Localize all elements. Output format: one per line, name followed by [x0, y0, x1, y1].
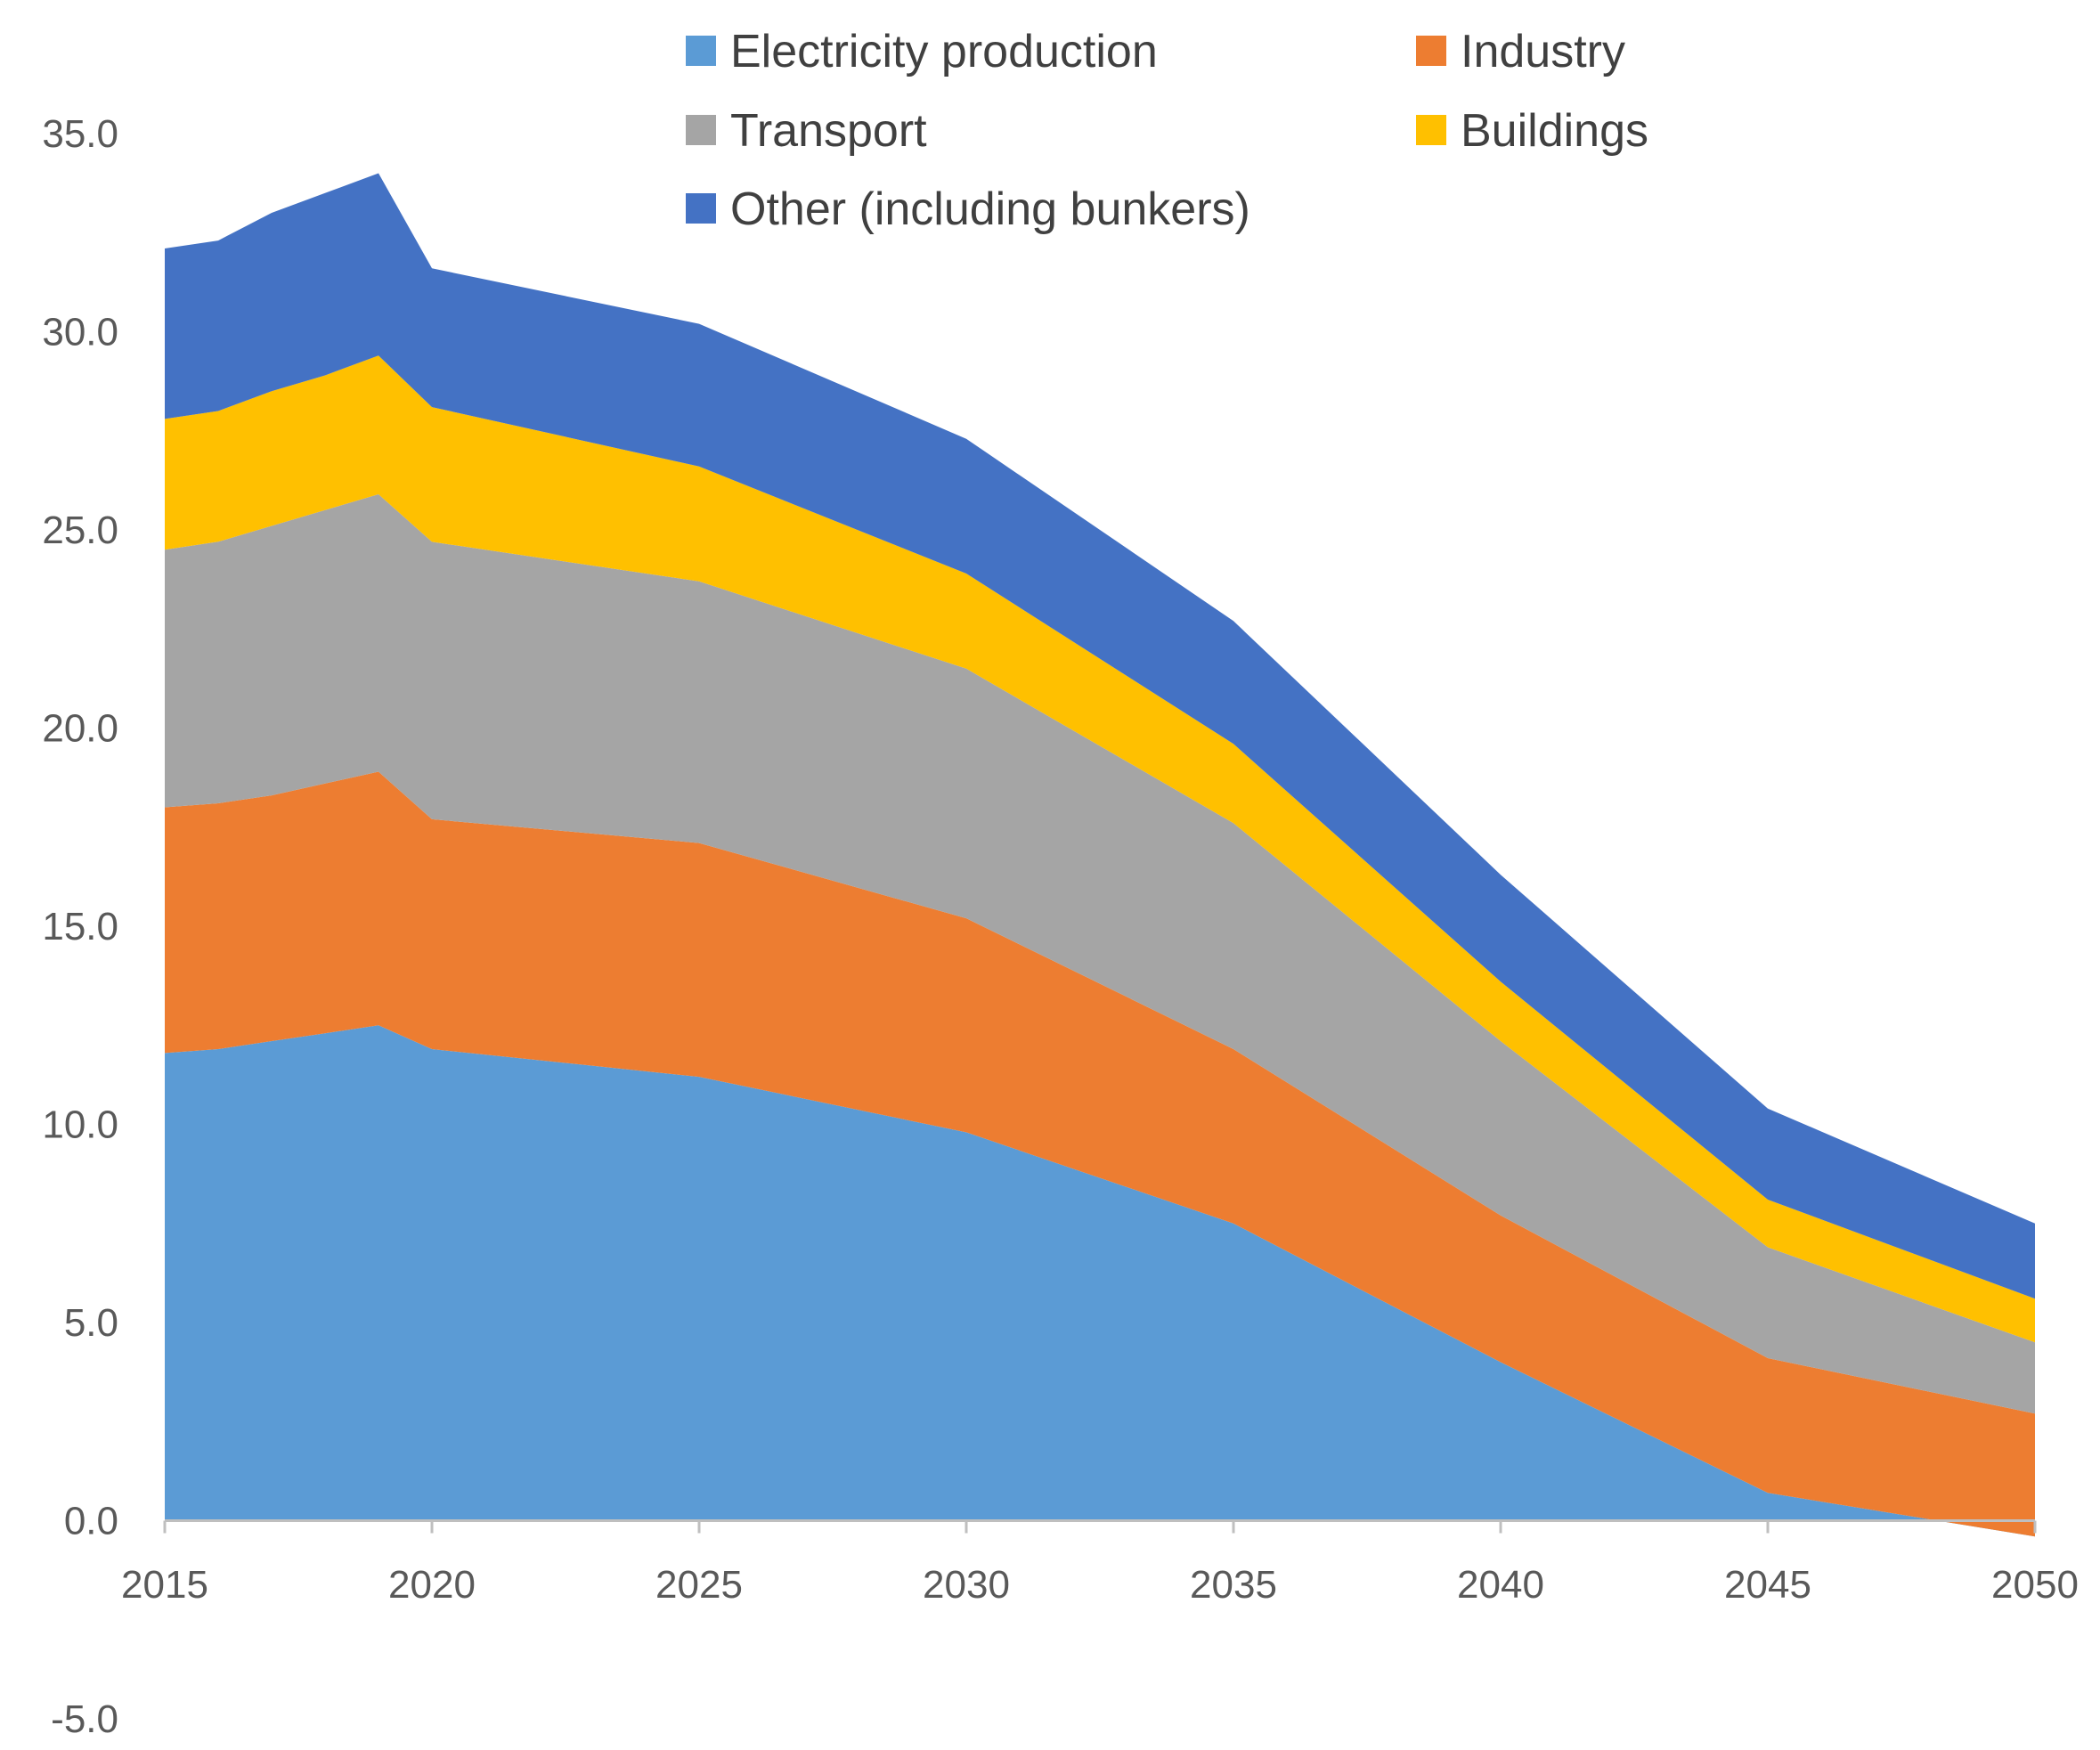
x-axis-tick-labels: 2015 2020 2025 2030 2035 2040 2045 2050: [121, 1563, 2079, 1607]
x-tick-label: 2035: [1190, 1563, 1277, 1607]
legend-item-industry: Industry: [1416, 26, 1625, 77]
x-tick-label: 2030: [923, 1563, 1010, 1607]
legend-label: Other (including bunkers): [730, 183, 1250, 235]
x-tick-label: 2040: [1457, 1563, 1544, 1607]
legend-label: Transport: [730, 105, 927, 157]
x-tick-label: 2045: [1724, 1563, 1811, 1607]
area-other-including-bunkers: [165, 173, 2035, 1299]
legend-swatch: [686, 193, 716, 224]
area-buildings: [165, 355, 2035, 1343]
y-tick-label: 5.0: [64, 1301, 118, 1345]
x-tick-label: 2025: [655, 1563, 743, 1607]
legend-swatch: [1416, 36, 1446, 66]
area-layer: [165, 173, 2035, 1537]
legend-swatch: [686, 115, 716, 145]
y-axis-tick-labels: 35.0 30.0 25.0 20.0 15.0 10.0 5.0 0.0 -5.0: [42, 112, 118, 1741]
legend-item-electricity-production: Electricity production: [686, 26, 1158, 77]
legend-item-buildings: Buildings: [1416, 105, 1648, 157]
legend-label: Electricity production: [730, 26, 1158, 77]
legend-item-other-including-bunkers: Other (including bunkers): [686, 183, 1250, 235]
y-tick-label: -5.0: [51, 1697, 118, 1741]
legend: Electricity production Industry Transport B…: [686, 26, 1648, 235]
area-transport: [165, 494, 2035, 1414]
legend-label: Buildings: [1461, 105, 1648, 157]
y-tick-label: 25.0: [42, 509, 118, 552]
legend-swatch: [1416, 115, 1446, 145]
legend-label: Industry: [1461, 26, 1625, 77]
x-tick-label: 2050: [1991, 1563, 2079, 1607]
y-tick-label: 30.0: [42, 311, 118, 354]
axis-layer: [163, 1519, 2037, 1534]
legend-item-transport: Transport: [686, 105, 927, 157]
legend-swatch: [686, 36, 716, 66]
x-tick-label: 2015: [121, 1563, 208, 1607]
y-tick-label: 20.0: [42, 707, 118, 751]
x-tick-label: 2020: [388, 1563, 476, 1607]
area-industry: [165, 771, 2035, 1537]
y-tick-label: 35.0: [42, 112, 118, 156]
y-tick-label: 10.0: [42, 1103, 118, 1147]
y-tick-label: 15.0: [42, 905, 118, 948]
y-tick-label: 0.0: [64, 1500, 118, 1543]
area-electricity-production: [165, 1025, 2035, 1537]
